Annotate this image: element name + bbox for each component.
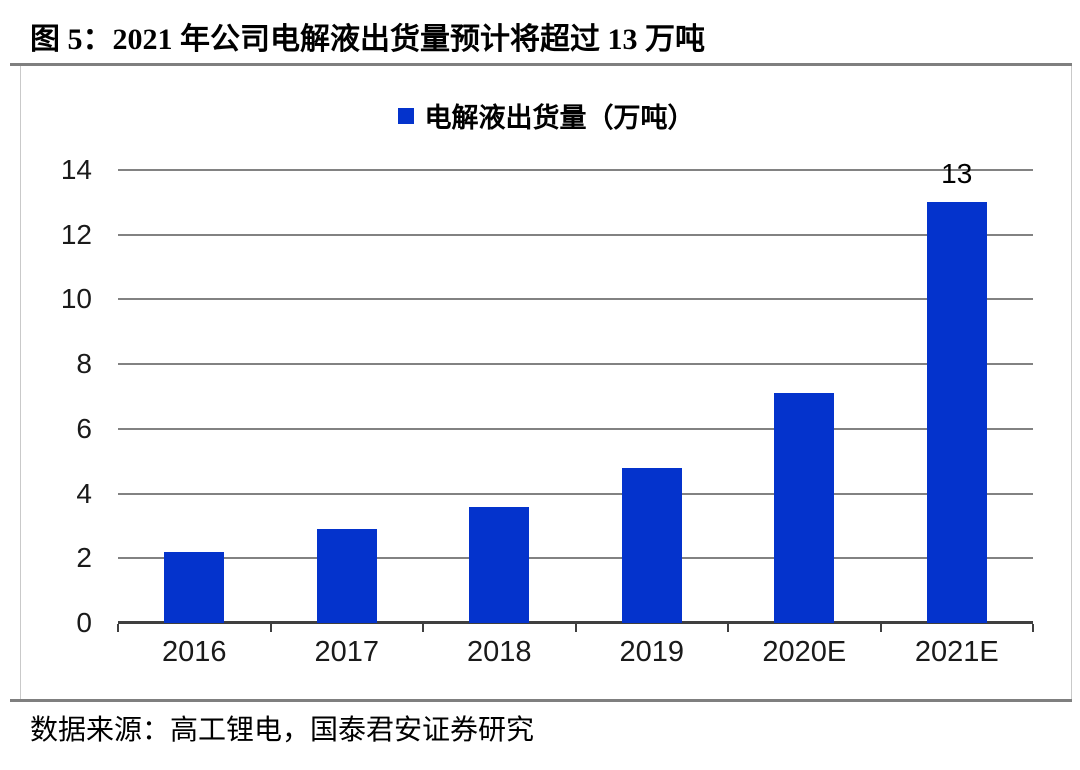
y-tick-label-14: 14: [60, 154, 92, 185]
x-axis-tick-6: [1032, 624, 1034, 632]
x-tick-label-2016: 2016: [161, 636, 227, 668]
data-source: 数据来源：高工锂电，国泰君安证券研究: [30, 715, 535, 746]
gridline-y-4: [118, 492, 1033, 495]
gridline-y-12: [118, 233, 1033, 236]
legend-swatch-icon: [397, 107, 414, 124]
bar-2019: [621, 467, 682, 623]
x-axis-tick-5: [879, 624, 882, 632]
y-tick-label-2: 2: [76, 542, 92, 574]
gridline-y-6: [118, 427, 1033, 430]
x-axis-tick-3: [574, 624, 577, 632]
gridline-y-2: [118, 557, 1033, 560]
x-tick-label-2018: 2018: [466, 636, 532, 668]
y-tick-label-6: 6: [76, 412, 92, 444]
legend-label: 电解液出货量（万吨）: [424, 103, 695, 133]
x-tick-label-2017: 2017: [314, 636, 379, 668]
figure-title: 图 5：2021 年公司电解液出货量预计将超过 13 万吨: [30, 23, 705, 56]
chart-bottom-divider-rule: [10, 699, 1072, 702]
gridline-y-8: [118, 363, 1033, 366]
bar-2021E: [926, 202, 987, 623]
x-axis-tick-0: [117, 624, 119, 632]
x-axis-tick-1: [269, 624, 272, 632]
plot-area: 0 2 4 6 8 10 12 14 2016 2017 2018 2019 2020E 2021E 13: [61, 154, 1034, 668]
bar-2017: [316, 529, 377, 623]
bar-2016: [164, 551, 225, 623]
chart-container: 电解液出货量（万吨） 0 2 4 6 8 10 12 14 2016 2017 2018 2019 20…: [20, 66, 1072, 699]
gridline-y-14: [118, 169, 1033, 171]
y-tick-label-10: 10: [60, 283, 92, 315]
gridline-y-10: [118, 298, 1033, 301]
bar-value-label-2021E: 13: [941, 158, 973, 190]
y-tick-label-12: 12: [60, 218, 92, 250]
x-axis-tick-2: [422, 624, 424, 632]
bar-2020E: [774, 393, 835, 623]
y-tick-label-8: 8: [76, 348, 92, 380]
x-tick-label-2019: 2019: [619, 636, 684, 668]
x-axis-line: [118, 621, 1033, 624]
bar-2018: [469, 506, 530, 623]
chart-legend: 电解液出货量（万吨）: [21, 96, 1071, 135]
y-tick-label-0: 0: [76, 607, 92, 638]
y-tick-label-4: 4: [76, 477, 92, 509]
x-tick-label-2020E: 2020E: [762, 636, 847, 668]
x-tick-label-2021E: 2021E: [914, 636, 999, 668]
title-divider-rule: [10, 63, 1072, 66]
x-axis-tick-4: [727, 624, 729, 632]
